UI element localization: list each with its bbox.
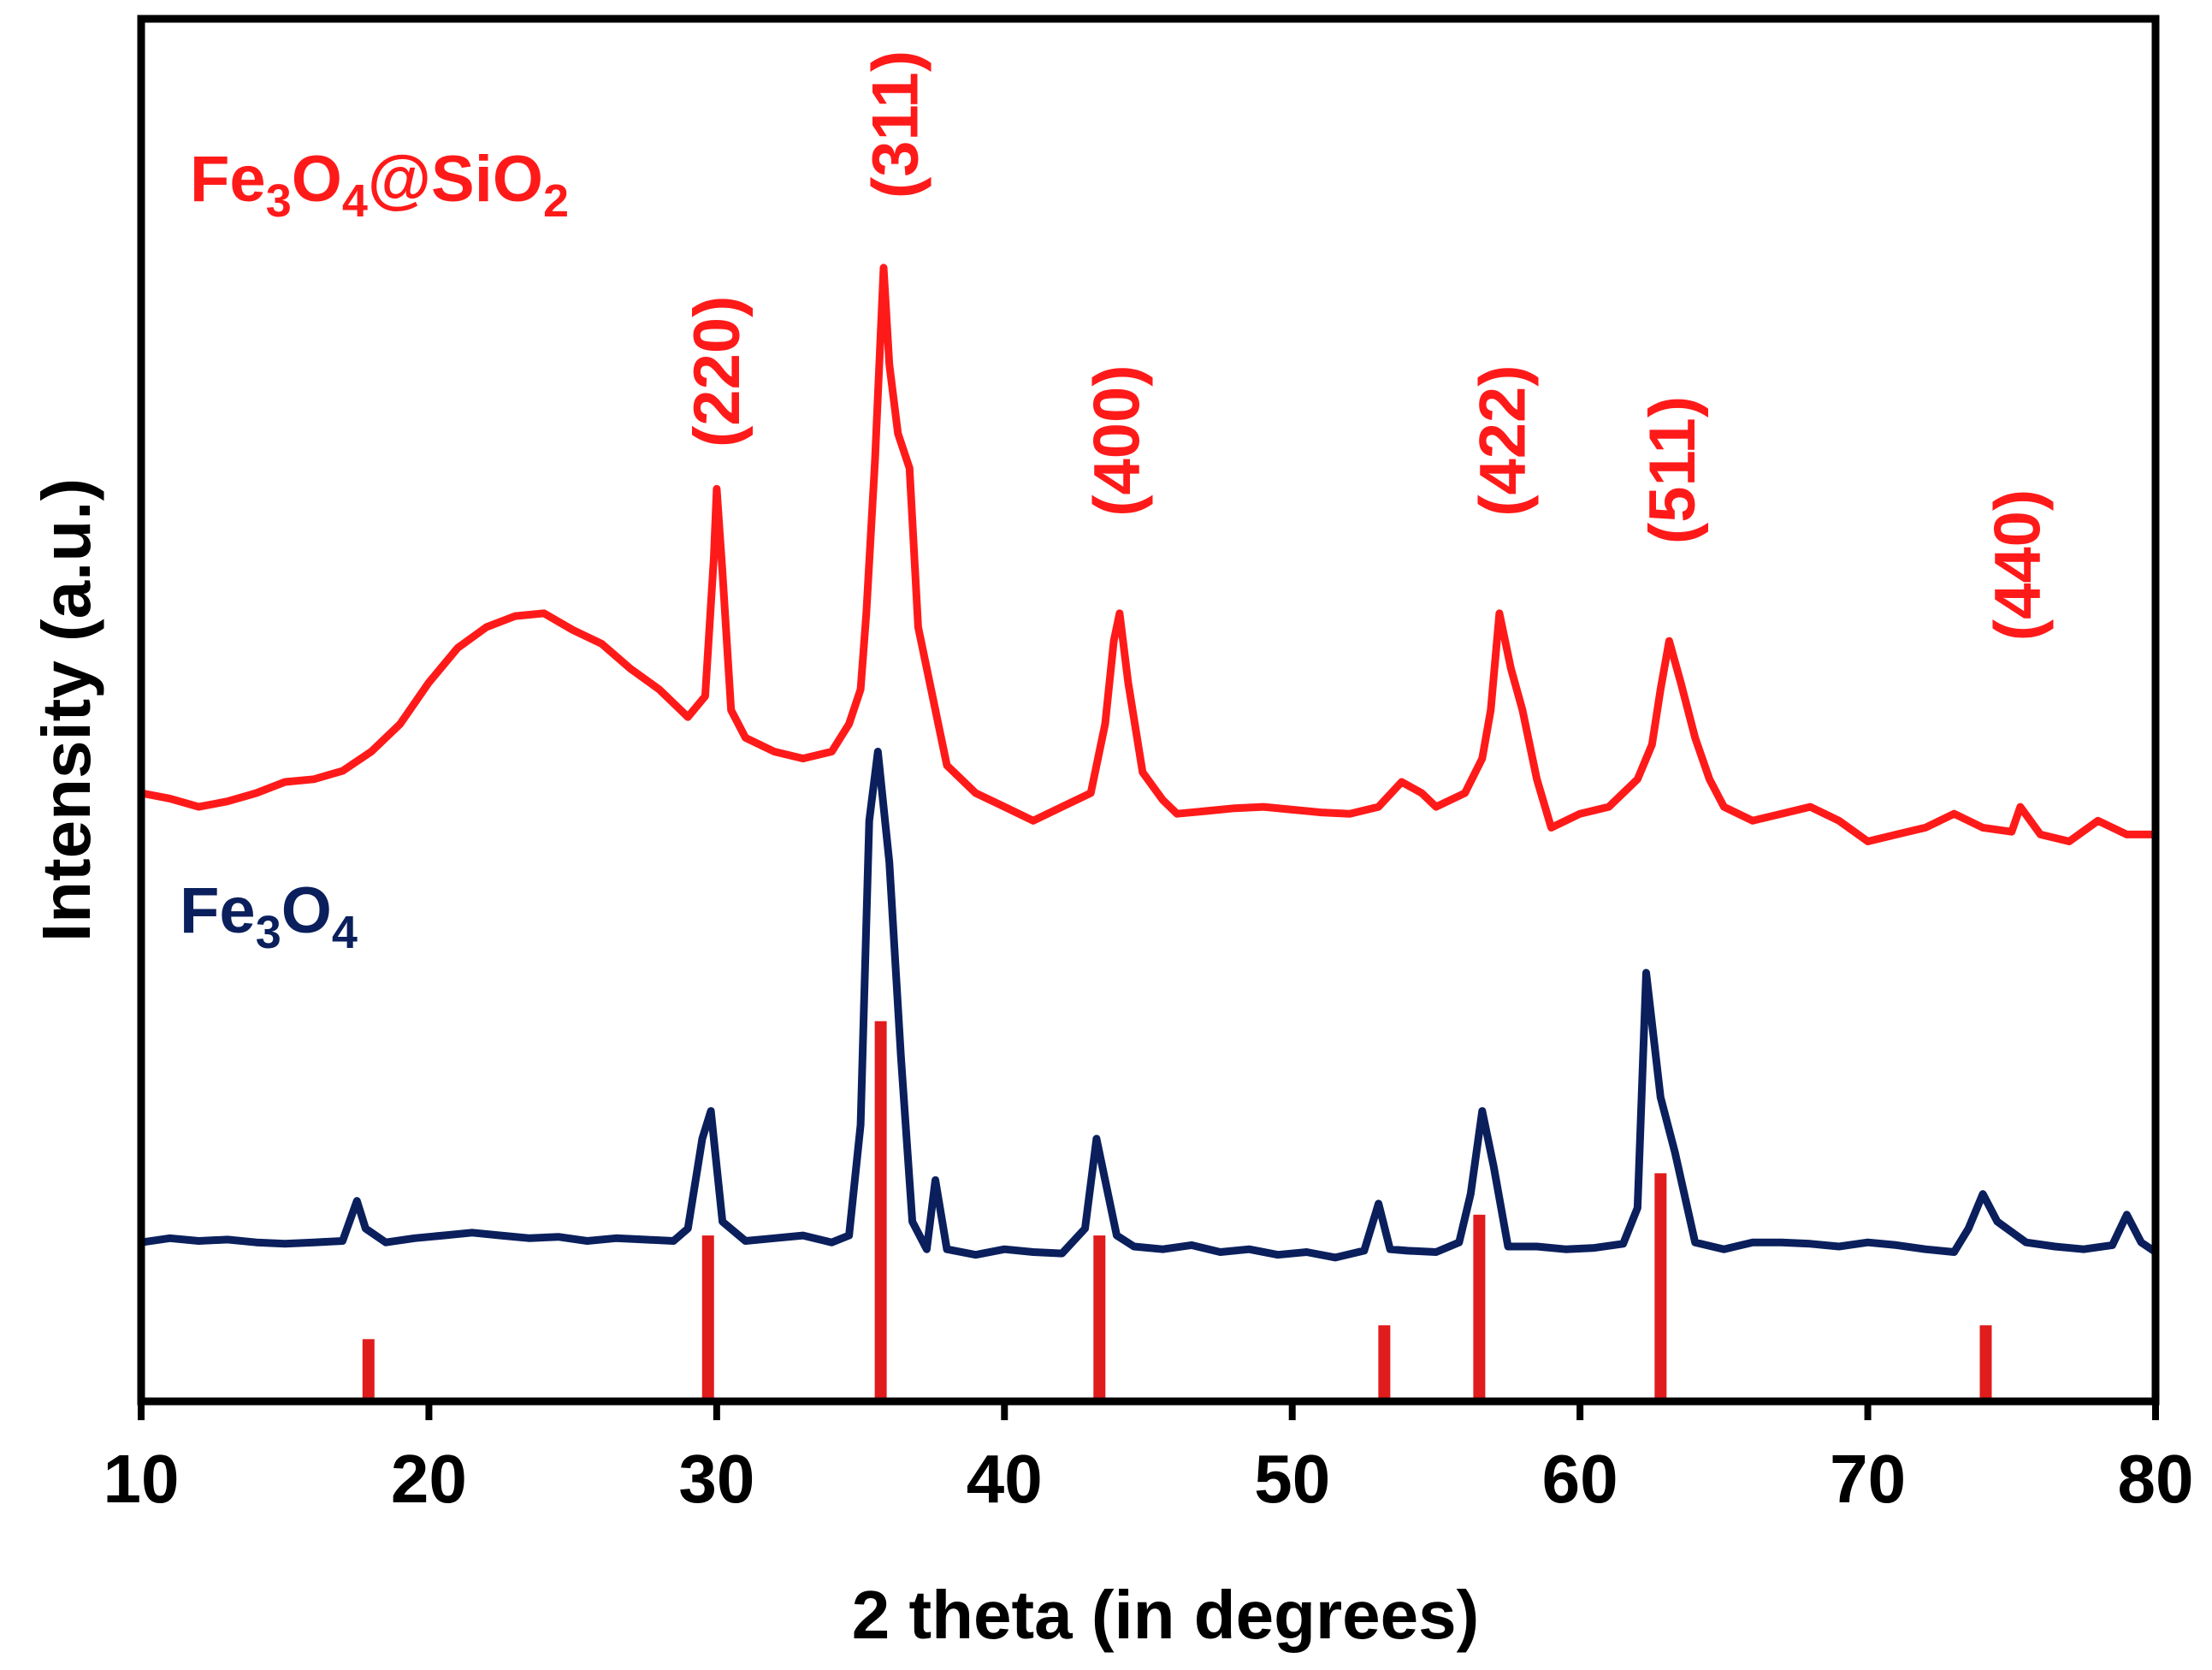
peak-label: (220) <box>681 296 754 447</box>
x-tick-label: 60 <box>1542 1441 1618 1517</box>
series-line-fe3o4-sio2 <box>137 264 2160 845</box>
x-tick-label: 70 <box>1830 1441 1906 1517</box>
x-tick-label: 30 <box>678 1441 754 1517</box>
reference-bar-0 <box>362 1339 375 1401</box>
reference-bar-2 <box>874 1021 887 1401</box>
reference-bar-7 <box>1979 1325 1992 1401</box>
series-label-fe3o4-sio2: Fe3O4@SiO2 <box>190 143 569 227</box>
x-tick-label: 20 <box>391 1441 467 1517</box>
reference-bar-6 <box>1654 1173 1667 1401</box>
series-label-fe3o4: Fe3O4 <box>180 874 358 958</box>
reference-bar-4 <box>1378 1325 1391 1401</box>
peak-label: (400) <box>1081 364 1154 516</box>
peak-label: (311) <box>859 50 932 198</box>
peak-label: (440) <box>1982 489 2055 641</box>
reference-bar-1 <box>701 1235 714 1401</box>
x-axis-label: 2 theta (in degrees) <box>852 1577 1480 1653</box>
x-tick-label: 10 <box>104 1441 180 1517</box>
peak-label: (422) <box>1466 364 1539 516</box>
plot-frame <box>137 15 2160 1406</box>
peak-label: (511) <box>1636 396 1709 544</box>
y-axis-label: Intensity (a.u.) <box>28 478 104 942</box>
x-tick-label: 80 <box>2118 1441 2194 1517</box>
reference-bar-3 <box>1093 1235 1106 1401</box>
reference-bar-5 <box>1473 1214 1486 1401</box>
x-tick-label: 50 <box>1254 1441 1330 1517</box>
x-tick-label: 40 <box>967 1441 1043 1517</box>
series-line-fe3o4 <box>137 748 2160 1262</box>
